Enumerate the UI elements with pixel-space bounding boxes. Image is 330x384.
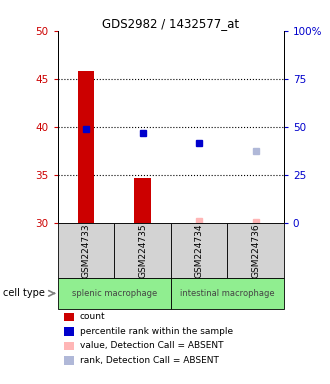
Text: GSM224736: GSM224736 (251, 223, 260, 278)
Bar (134, 177, 151, 223)
Text: value, Detection Call = ABSENT: value, Detection Call = ABSENT (80, 341, 223, 351)
Text: count: count (80, 312, 105, 321)
Text: intestinal macrophage: intestinal macrophage (180, 289, 275, 298)
Bar (58, 278, 171, 309)
Bar (227, 223, 284, 278)
Text: GSM224733: GSM224733 (82, 223, 90, 278)
Bar (58, 223, 114, 278)
Text: rank, Detection Call = ABSENT: rank, Detection Call = ABSENT (80, 356, 218, 365)
Text: splenic macrophage: splenic macrophage (72, 289, 157, 298)
Text: GSM224735: GSM224735 (138, 223, 147, 278)
Title: GDS2982 / 1432577_at: GDS2982 / 1432577_at (102, 17, 239, 30)
Text: GSM224734: GSM224734 (194, 223, 204, 278)
Text: percentile rank within the sample: percentile rank within the sample (80, 327, 233, 336)
Bar (171, 278, 284, 309)
Text: cell type: cell type (3, 288, 45, 298)
Bar (114, 223, 171, 278)
Bar (78, 71, 94, 223)
Bar (171, 223, 227, 278)
